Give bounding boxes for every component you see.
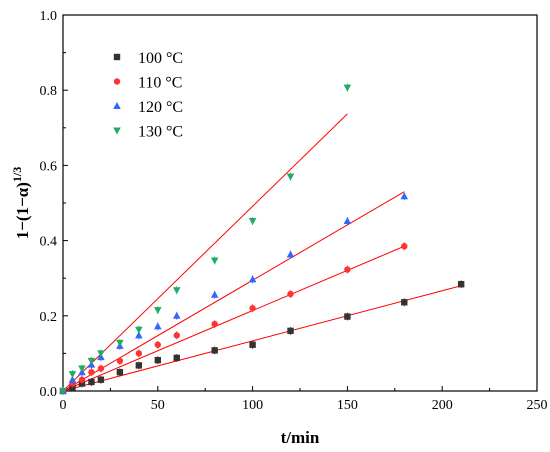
data-point	[172, 311, 181, 319]
y-axis-label: 1−(1−α)1/3	[10, 167, 32, 240]
data-point	[401, 299, 408, 306]
x-tick-label: 0	[60, 398, 67, 413]
y-axis-label-exponent: 1/3	[10, 167, 24, 182]
data-point	[135, 362, 143, 369]
data-point	[97, 365, 105, 372]
data-point	[249, 341, 256, 348]
x-tick-label: 150	[337, 398, 358, 413]
data-point	[210, 290, 219, 298]
data-point	[344, 313, 351, 320]
y-axis-label-base: 1−(1−α)	[13, 182, 32, 239]
data-point	[135, 326, 143, 334]
data-point	[68, 371, 77, 379]
data-point	[286, 173, 295, 181]
data-point	[211, 320, 218, 328]
y-tick-label: 0.4	[40, 235, 58, 250]
data-points	[59, 83, 465, 395]
data-point	[173, 354, 180, 362]
data-point	[116, 357, 124, 365]
legend-marker	[113, 102, 121, 109]
y-tick-label: 0.2	[40, 310, 58, 325]
data-point	[154, 322, 162, 330]
legend: 100 °C 110 °C 120 °C 130 °C	[113, 50, 183, 141]
data-point	[154, 307, 162, 315]
data-point	[87, 357, 96, 365]
fit-lines	[62, 113, 462, 392]
data-point	[154, 356, 161, 364]
legend-marker	[113, 53, 121, 61]
data-point	[116, 369, 124, 376]
fit-line	[62, 113, 348, 392]
data-point	[154, 341, 161, 348]
legend-label: 110 °C	[138, 75, 182, 92]
y-tick-label: 0.0	[40, 385, 58, 400]
data-point	[172, 287, 181, 295]
x-tick-label: 100	[242, 398, 263, 413]
data-point	[88, 378, 95, 386]
data-point	[286, 250, 295, 258]
plot-frame	[62, 14, 538, 392]
data-point	[97, 376, 105, 383]
data-point	[135, 331, 143, 339]
data-point	[78, 376, 86, 383]
y-tick-label: 0.8	[40, 84, 58, 99]
data-point	[249, 305, 256, 312]
data-point	[343, 217, 352, 225]
x-tick-label: 250	[527, 398, 548, 413]
data-point	[88, 369, 95, 376]
y-tick-label: 0.6	[40, 159, 58, 174]
data-point	[173, 332, 180, 339]
data-point	[457, 281, 465, 288]
data-point	[211, 347, 218, 354]
legend-label: 100 °C	[138, 50, 183, 67]
data-point	[401, 243, 408, 250]
x-tick-label: 50	[151, 398, 165, 413]
y-tick-label: 1.0	[40, 9, 58, 24]
legend-marker	[113, 127, 121, 135]
x-tick-label: 200	[432, 398, 453, 413]
data-point	[248, 275, 257, 283]
data-point	[344, 266, 351, 273]
legend-label: 120 °C	[138, 99, 183, 116]
data-point	[248, 218, 257, 226]
legend-label: 130 °C	[138, 124, 183, 141]
data-point	[287, 327, 294, 335]
data-point	[400, 192, 409, 200]
data-point	[343, 84, 352, 92]
fit-line	[62, 245, 405, 392]
data-point	[68, 375, 77, 383]
x-axis-label: t/min	[281, 428, 320, 447]
data-point	[135, 350, 143, 357]
data-point	[97, 350, 105, 358]
data-point	[78, 365, 86, 373]
data-point	[210, 257, 219, 265]
fit-line	[62, 285, 462, 392]
data-point	[116, 339, 124, 347]
fit-line	[62, 191, 405, 392]
legend-marker	[113, 78, 121, 85]
data-point	[59, 388, 67, 395]
data-point	[287, 290, 294, 298]
axis-ticks: 0 50 100 150 200 250 0.0 0.2 0.4 0.6 0.8 1.0	[40, 9, 548, 413]
